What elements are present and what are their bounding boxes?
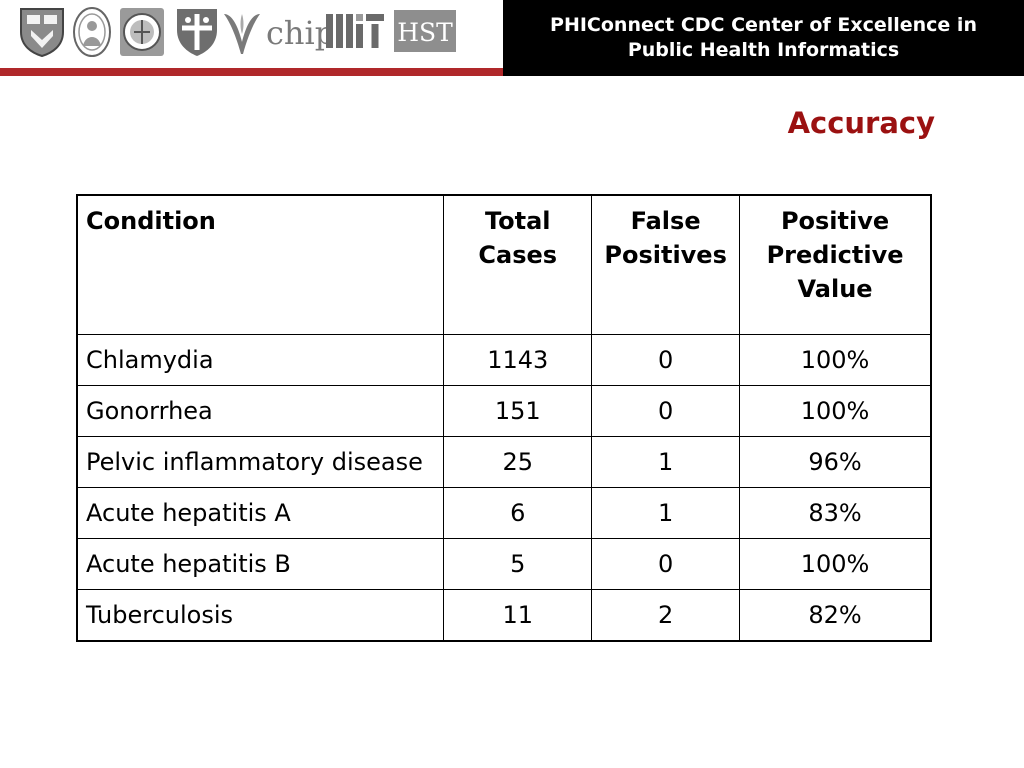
- header-false-positives-line-1: False: [630, 207, 701, 235]
- cell-false-positives: 1: [591, 436, 741, 488]
- hst-logo-text: HST: [397, 18, 453, 47]
- header-condition-label: Condition: [86, 207, 216, 235]
- slide-title: Accuracy: [787, 106, 935, 140]
- cell-condition: Gonorrhea: [76, 385, 445, 437]
- accuracy-table: Condition Total Cases False Positives Po…: [76, 194, 932, 642]
- cell-condition: Pelvic inflammatory disease: [76, 436, 445, 488]
- childrens-hospital-seal-icon: [72, 6, 112, 62]
- cell-false-positives: 0: [591, 385, 741, 437]
- header-total-cases-line-2: Cases: [478, 241, 558, 269]
- cell-ppv: 100%: [739, 385, 932, 437]
- header-ppv-line-1: Positive: [780, 207, 890, 235]
- cell-ppv: 100%: [739, 334, 932, 386]
- header-ppv-line-3: Value: [797, 275, 873, 303]
- table-row: Acute hepatitis A 6 1 83%: [76, 487, 932, 539]
- table-row: Chlamydia 1143 0 100%: [76, 334, 932, 386]
- header-total-cases: Total Cases: [443, 194, 593, 335]
- mit-logo-icon: [326, 12, 386, 56]
- cell-condition: Acute hepatitis A: [76, 487, 445, 539]
- table-row: Gonorrhea 151 0 100%: [76, 385, 932, 437]
- cell-total-cases: 1143: [443, 334, 593, 386]
- hst-logo-icon: HST: [394, 10, 456, 56]
- cell-ppv: 82%: [739, 589, 932, 642]
- cell-total-cases: 151: [443, 385, 593, 437]
- table-row: Pelvic inflammatory disease 25 1 96%: [76, 436, 932, 488]
- table-header-row: Condition Total Cases False Positives Po…: [76, 194, 932, 335]
- header-total-cases-line-1: Total: [484, 207, 551, 235]
- cell-total-cases: 25: [443, 436, 593, 488]
- cell-false-positives: 1: [591, 487, 741, 539]
- harvard-pilgrim-shield-icon: [174, 6, 220, 62]
- cell-ppv: 83%: [739, 487, 932, 539]
- v-emblem-icon: [222, 6, 262, 62]
- cell-condition: Chlamydia: [76, 334, 445, 386]
- cell-false-positives: 0: [591, 538, 741, 590]
- table-row: Tuberculosis 11 2 82%: [76, 589, 932, 642]
- header-title-line-2: Public Health Informatics: [627, 39, 900, 61]
- logo-strip: chip HST: [0, 0, 503, 68]
- chip-logo-text: chip: [266, 14, 326, 52]
- header-condition: Condition: [76, 194, 445, 335]
- cell-condition: Acute hepatitis B: [76, 538, 445, 590]
- header-rule: [0, 68, 503, 76]
- cell-false-positives: 2: [591, 589, 741, 642]
- cell-total-cases: 6: [443, 487, 593, 539]
- cell-ppv: 96%: [739, 436, 932, 488]
- table-row: Acute hepatitis B 5 0 100%: [76, 538, 932, 590]
- header-false-positives-line-2: Positives: [604, 241, 727, 269]
- chip-logo-icon: chip: [264, 10, 335, 64]
- header-ppv-line-2: Predictive: [766, 241, 904, 269]
- header-positive-predictive-value: Positive Predictive Value: [739, 194, 932, 335]
- harvard-medical-seal-icon: [118, 6, 166, 62]
- cell-false-positives: 0: [591, 334, 741, 386]
- harvard-shield-icon: [18, 6, 66, 62]
- cell-condition: Tuberculosis: [76, 589, 445, 642]
- cell-ppv: 100%: [739, 538, 932, 590]
- header-title-band: PHIConnect CDC Center of Excellence in P…: [503, 0, 1024, 76]
- cell-total-cases: 5: [443, 538, 593, 590]
- header-title-line-1: PHIConnect CDC Center of Excellence in: [550, 14, 977, 36]
- header-false-positives: False Positives: [591, 194, 741, 335]
- cell-total-cases: 11: [443, 589, 593, 642]
